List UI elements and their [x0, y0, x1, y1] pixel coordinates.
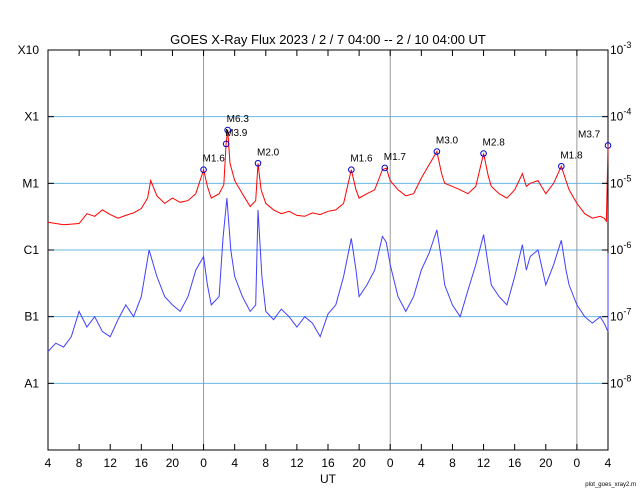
flare-label: M3.7: [578, 129, 601, 140]
flare-marker: [558, 163, 565, 170]
x-tick-label: 12: [104, 456, 118, 470]
flare-marker: [433, 148, 441, 155]
x-tick-label: 8: [76, 456, 83, 470]
flare-marker: [604, 142, 612, 149]
flare-label: M6.3: [227, 114, 250, 125]
flare-label: M1.7: [384, 152, 407, 163]
y-left-tick-label: B1: [24, 310, 39, 324]
x-axis-label: UT: [320, 472, 337, 486]
y-left-tick-label: M1: [22, 176, 39, 190]
x-tick-label: 12: [290, 456, 304, 470]
series-line-1: [47, 129, 609, 226]
flare-label: M2.8: [483, 138, 506, 149]
chart-title: GOES X-Ray Flux 2023 / 2 / 7 04:00 -- 2 …: [170, 32, 486, 47]
flare-marker: [480, 150, 487, 157]
x-tick-label: 0: [200, 456, 207, 470]
flare-marker: [348, 166, 355, 174]
flare-label: M3.0: [436, 136, 459, 147]
x-tick-label: 0: [387, 456, 394, 470]
y-left-tick-label: X10: [18, 43, 40, 57]
x-tick-label: 4: [45, 456, 52, 470]
x-tick-label: 4: [605, 456, 612, 470]
x-tick-label: 16: [508, 456, 522, 470]
y-left-tick-label: X1: [24, 110, 39, 124]
flare-label: M2.0: [257, 147, 280, 158]
flare-marker: [254, 159, 262, 167]
plot-area: 4 8 12 16 20 0 4 8 12 16 20 0 4 8 12 16 20 0 4 X10 X1 M1 C1 B1 A…: [18, 40, 632, 470]
flare-marker: [222, 140, 230, 148]
x-tick-label: 8: [449, 456, 456, 470]
x-tick-label: 8: [262, 456, 269, 470]
flare-marker: [200, 166, 207, 174]
flare-label: M1.8: [560, 150, 583, 161]
flare-label: M1.6: [350, 154, 373, 165]
flare-marker: [224, 126, 231, 134]
x-tick-label: 20: [352, 456, 366, 470]
series-line-2: [47, 198, 609, 352]
x-tick-label: 4: [231, 456, 238, 470]
flare-label: M3.9: [225, 128, 248, 139]
flare-marker: [381, 164, 389, 172]
x-tick-label: 20: [166, 456, 180, 470]
x-tick-label: 12: [477, 456, 491, 470]
x-tick-label: 4: [418, 456, 425, 470]
footer-credit: plot_goes_xray2.m: [585, 482, 636, 488]
x-tick-label: 16: [135, 456, 149, 470]
x-tick-label: 0: [574, 456, 581, 470]
flare-label: M1.6: [203, 154, 226, 165]
x-tick-label: 16: [321, 456, 335, 470]
y-left-tick-label: A1: [24, 376, 39, 390]
x-tick-label: 20: [539, 456, 553, 470]
y-left-tick-label: C1: [24, 243, 40, 257]
